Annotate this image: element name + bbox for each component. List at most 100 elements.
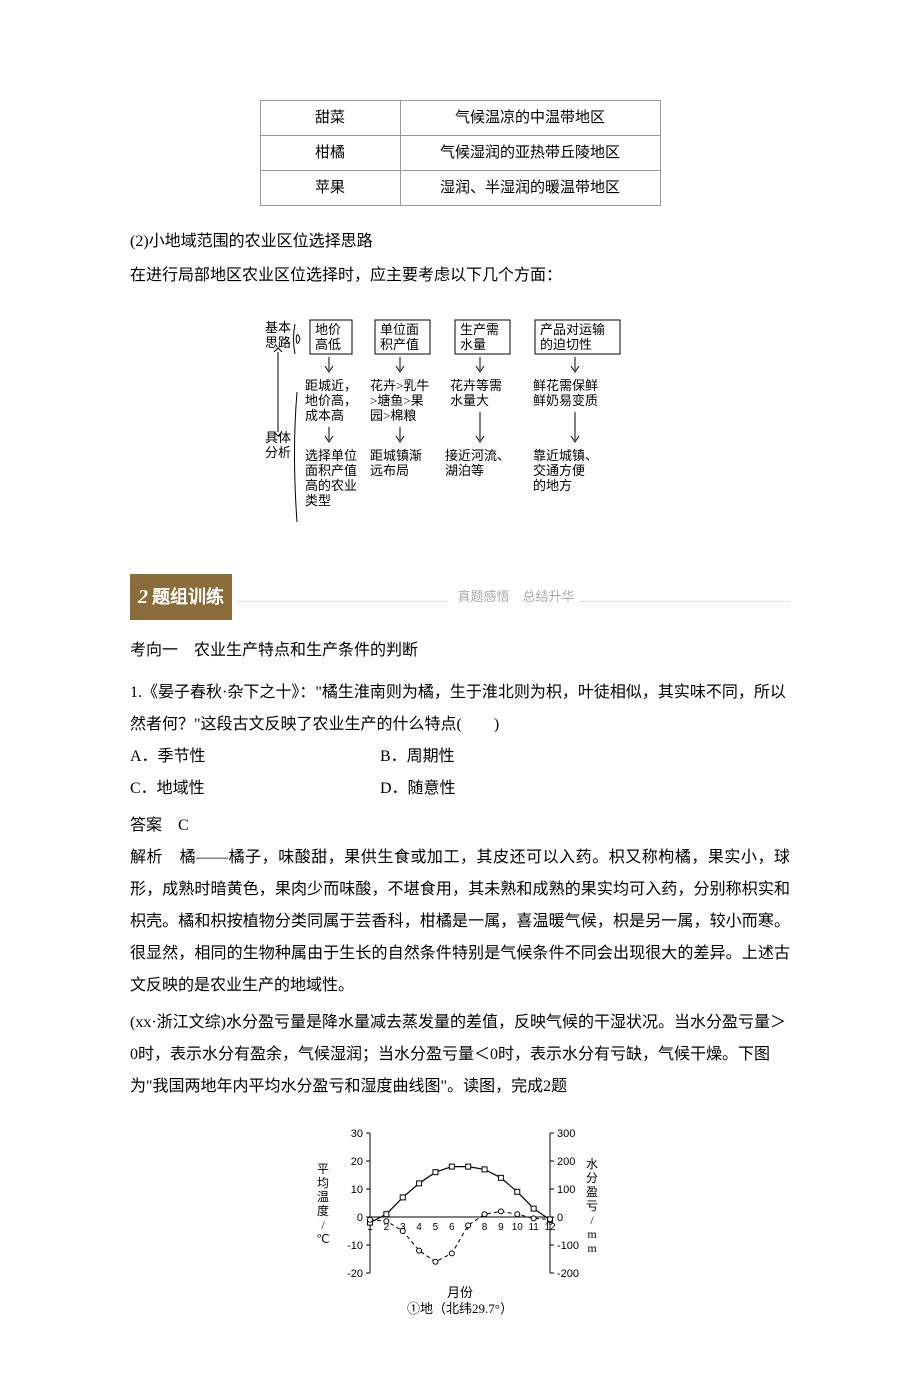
svg-text:m: m: [587, 1241, 597, 1255]
option-a: A．季节性: [130, 741, 380, 773]
svg-text:地价高，: 地价高，: [305, 393, 357, 408]
svg-text:类型: 类型: [305, 493, 331, 508]
svg-text:/: /: [590, 1213, 594, 1227]
section-divider-line: [237, 592, 448, 602]
svg-text:远布局: 远布局: [370, 463, 409, 478]
svg-text:选择单位: 选择单位: [305, 448, 357, 463]
svg-text:盈: 盈: [586, 1185, 598, 1199]
analysis-label: 解析: [130, 849, 180, 866]
svg-text:产品对运输: 产品对运输: [540, 322, 605, 337]
question-2-source: (xx·浙江文综): [130, 1014, 226, 1031]
options-row-1: A．季节性 B．周期性: [130, 741, 790, 773]
svg-text:距城近，: 距城近，: [305, 378, 357, 393]
svg-text:100: 100: [557, 1184, 575, 1196]
svg-text:10: 10: [351, 1184, 363, 1196]
crop-cell: 甜菜: [260, 101, 400, 136]
svg-text:0: 0: [557, 1212, 563, 1224]
svg-text:-100: -100: [557, 1240, 579, 1252]
svg-text:距城镇渐: 距城镇渐: [370, 448, 422, 463]
diagram-left-top: 基本: [265, 320, 291, 335]
svg-text:靠近城镇、: 靠近城镇、: [533, 448, 598, 463]
svg-text:的地方: 的地方: [533, 478, 572, 493]
subsection-number: (2): [130, 233, 149, 250]
svg-text:均: 均: [317, 1176, 329, 1190]
svg-text:m: m: [587, 1227, 597, 1241]
climate-chart: -20-100102030-200-1000100200300123456789…: [130, 1118, 790, 1330]
svg-text:鲜奶易变质: 鲜奶易变质: [533, 393, 598, 408]
svg-text:①地（北纬29.7°）: ①地（北纬29.7°）: [407, 1301, 513, 1316]
svg-text:的迫切性: 的迫切性: [540, 337, 592, 352]
svg-text:/: /: [321, 1218, 325, 1232]
diagram-left-bottom-sub: 分析: [265, 445, 291, 460]
svg-text:-20: -20: [347, 1268, 363, 1280]
svg-text:20: 20: [351, 1156, 363, 1168]
svg-text:高低: 高低: [315, 337, 341, 352]
svg-text:6: 6: [449, 1222, 455, 1233]
diagram-left-bottom: 具体: [265, 430, 291, 445]
climate-chart-svg: -20-100102030-200-1000100200300123456789…: [305, 1118, 615, 1318]
subsection-title: 小地域范围的农业区位选择思路: [149, 233, 373, 250]
svg-text:10: 10: [512, 1222, 524, 1233]
question-source: 1.《晏子春秋·杂下之十》：: [130, 684, 315, 701]
svg-text:月份: 月份: [447, 1285, 473, 1300]
svg-text:交通方便: 交通方便: [533, 463, 585, 478]
svg-text:11: 11: [528, 1222, 539, 1233]
svg-text:9: 9: [498, 1222, 504, 1233]
svg-text:℃: ℃: [316, 1232, 329, 1246]
svg-text:分: 分: [586, 1171, 598, 1185]
subsection-heading: (2)小地域范围的农业区位选择思路: [130, 226, 790, 258]
svg-text:12: 12: [544, 1222, 556, 1233]
question-2-body: 水分盈亏量是降水量减去蒸发量的差值，反映气候的干湿状况。当水分盈亏量＞0时，表示…: [130, 1014, 786, 1095]
svg-text:4: 4: [416, 1222, 422, 1233]
svg-text:地价: 地价: [315, 322, 341, 337]
crop-cell: 苹果: [260, 171, 400, 206]
table-row: 甜菜 气候温凉的中温带地区: [260, 101, 660, 136]
section-subtitle: 真题感悟 总结升华: [458, 584, 575, 610]
svg-text:水量: 水量: [460, 337, 486, 352]
svg-text:单位面: 单位面: [380, 322, 419, 337]
svg-text:湖泊等: 湖泊等: [445, 463, 484, 478]
svg-text:水: 水: [586, 1157, 598, 1171]
region-cell: 湿润、半湿润的暖温带地区: [400, 171, 660, 206]
section-header: 2 题组训练 真题感悟 总结升华: [130, 574, 790, 620]
svg-text:200: 200: [557, 1156, 575, 1168]
exam-direction: 考向一 农业生产特点和生产条件的判断: [130, 635, 790, 667]
svg-text:亏: 亏: [586, 1199, 598, 1213]
section-badge: 2 题组训练: [130, 574, 232, 620]
intro-text: 在进行局部地区农业区位选择时，应主要考虑以下几个方面：: [130, 260, 790, 292]
svg-text:0: 0: [357, 1212, 363, 1224]
section-divider-line: [580, 592, 791, 602]
crop-region-table: 甜菜 气候温凉的中温带地区 柑橘 气候湿润的亚热带丘陵地区 苹果 湿润、半湿润的…: [260, 100, 661, 206]
crop-cell: 柑橘: [260, 136, 400, 171]
section-title: 题组训练: [152, 579, 224, 615]
svg-text:生产需: 生产需: [460, 322, 499, 337]
question-2-text: (xx·浙江文综)水分盈亏量是降水量减去蒸发量的差值，反映气候的干湿状况。当水分…: [130, 1007, 790, 1103]
svg-text:鲜花需保鲜: 鲜花需保鲜: [533, 378, 598, 393]
question-1-text: 1.《晏子春秋·杂下之十》："橘生淮南则为橘，生于淮北则为枳，叶徒相似，其实味不…: [130, 677, 790, 741]
flowchart-svg: 基本 思路 具体 分析 地价 高低 单位面 积产值 生产需 水量 产品对运输 的…: [250, 312, 670, 532]
analysis-text: 解析 橘——橘子，味酸甜，果供生食或加工，其皮还可以入药。枳又称枸橘，果实小，球…: [130, 842, 790, 1002]
svg-text:300: 300: [557, 1128, 575, 1140]
svg-text:5: 5: [433, 1222, 439, 1233]
option-b: B．周期性: [380, 741, 455, 773]
svg-text:面积产值: 面积产值: [305, 463, 357, 478]
region-cell: 气候温凉的中温带地区: [400, 101, 660, 136]
flowchart-diagram: 基本 思路 具体 分析 地价 高低 单位面 积产值 生产需 水量 产品对运输 的…: [130, 312, 790, 544]
svg-text:花卉等需: 花卉等需: [450, 378, 502, 393]
svg-text:水量大: 水量大: [450, 393, 489, 408]
svg-text:园>棉粮: 园>棉粮: [370, 408, 416, 423]
svg-text:积产值: 积产值: [380, 337, 419, 352]
svg-text:度: 度: [317, 1203, 329, 1218]
svg-text:接近河流、: 接近河流、: [445, 448, 510, 463]
svg-text:>塘鱼>果: >塘鱼>果: [370, 393, 424, 408]
svg-text:-10: -10: [347, 1240, 363, 1252]
answer-label: 答案 C: [130, 810, 790, 842]
analysis-body: 橘——橘子，味酸甜，果供生食或加工，其皮还可以入药。枳又称枸橘，果实小，球形，成…: [130, 849, 790, 994]
table-row: 苹果 湿润、半湿润的暖温带地区: [260, 171, 660, 206]
svg-text:花卉>乳牛: 花卉>乳牛: [370, 378, 429, 393]
svg-text:30: 30: [351, 1128, 363, 1140]
svg-text:-200: -200: [557, 1268, 579, 1280]
svg-text:平: 平: [317, 1162, 329, 1176]
options-row-2: C．地域性 D．随意性: [130, 773, 790, 805]
option-c: C．地域性: [130, 773, 380, 805]
